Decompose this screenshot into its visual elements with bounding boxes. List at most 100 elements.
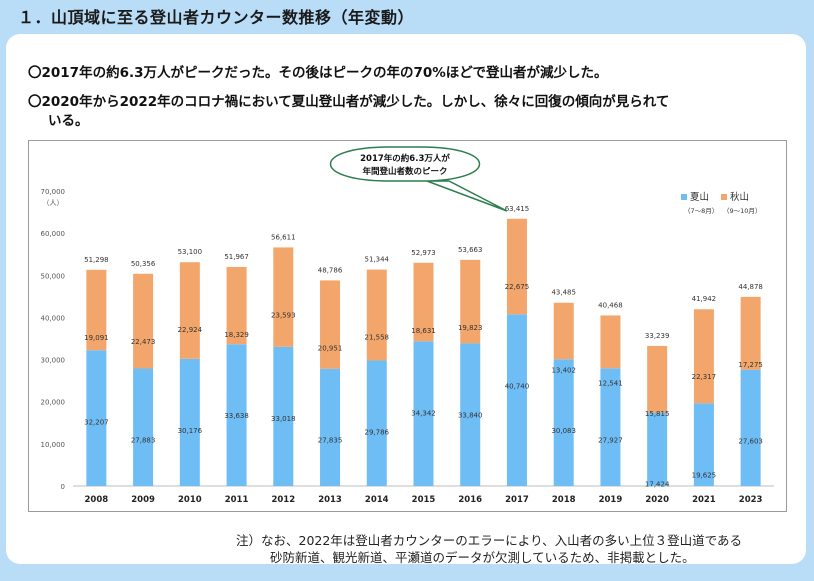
bar-summer xyxy=(86,350,107,486)
summer-value-label: 33,018 xyxy=(271,415,296,423)
x-tick-label: 2012 xyxy=(271,495,295,505)
page-title: １．山頂域に至る登山者カウンター数推移（年変動） xyxy=(18,8,415,27)
x-tick-label: 2020 xyxy=(645,495,669,505)
summer-value-label: 30,176 xyxy=(178,427,203,435)
summer-value-label: 27,603 xyxy=(738,438,763,446)
autumn-value-label: 21,558 xyxy=(365,334,390,342)
bar-autumn xyxy=(133,273,154,369)
total-value-label: 56,611 xyxy=(271,233,296,241)
total-value-label: 41,942 xyxy=(692,295,717,303)
x-tick-label: 2014 xyxy=(365,495,389,505)
x-tick-label: 2009 xyxy=(131,495,155,505)
summer-value-label: 27,927 xyxy=(598,436,623,444)
bar-summer xyxy=(506,314,527,486)
bar-summer xyxy=(320,368,341,486)
x-tick-label: 2019 xyxy=(599,495,623,505)
summer-value-label: 33,840 xyxy=(458,411,483,419)
legend-sub-autumn: （9～10月） xyxy=(723,207,761,215)
bar-summer xyxy=(553,359,574,486)
bar-summer xyxy=(133,368,154,486)
summer-value-label: 33,638 xyxy=(224,412,249,420)
y-axis-unit: （人） xyxy=(43,199,64,207)
x-tick-label: 2021 xyxy=(692,495,716,505)
bar-summer xyxy=(600,368,621,486)
total-value-label: 51,344 xyxy=(365,256,390,264)
autumn-value-label: 23,593 xyxy=(271,311,296,319)
bar-autumn xyxy=(553,302,574,360)
summer-value-label: 32,207 xyxy=(84,418,109,426)
x-tick-label: 2013 xyxy=(318,495,342,505)
bar-summer xyxy=(647,412,668,486)
bar-autumn xyxy=(413,262,434,342)
autumn-value-label: 17,275 xyxy=(738,361,763,369)
bar-autumn xyxy=(693,309,714,404)
x-tick-label: 2023 xyxy=(739,495,763,505)
y-tick-label: 40,000 xyxy=(41,314,66,322)
autumn-value-label: 22,675 xyxy=(505,283,530,291)
autumn-value-label: 22,924 xyxy=(178,326,203,334)
legend-swatch-summer xyxy=(681,194,687,200)
y-tick-label: 60,000 xyxy=(41,230,66,238)
summer-value-label: 27,883 xyxy=(131,436,156,444)
total-value-label: 63,415 xyxy=(505,205,530,213)
bar-autumn xyxy=(647,345,668,413)
bullet-2: 〇2020年から2022年のコロナ禍において夏山登山者が減少した。しかし、徐々に… xyxy=(28,94,670,110)
bar-autumn xyxy=(506,218,527,315)
autumn-value-label: 18,329 xyxy=(224,331,249,339)
autumn-value-label: 22,473 xyxy=(131,338,156,346)
y-tick-label: 70,000 xyxy=(41,188,66,196)
bullet-1: 〇2017年の約6.3万人がピークだった。その後はピークの年の70%ほどで登山者… xyxy=(28,65,608,81)
total-value-label: 40,468 xyxy=(598,301,623,309)
footnote-line-2: 砂防新道、観光新道、平瀬道のデータが欠測しているため、非掲載とした。 xyxy=(270,550,695,565)
summer-value-label: 29,786 xyxy=(365,428,390,436)
callout-line-1: 2017年の約6.3万人が xyxy=(360,153,450,164)
callout-bubble xyxy=(329,146,508,212)
x-tick-label: 2018 xyxy=(552,495,576,505)
bar-autumn xyxy=(460,259,481,344)
bar-summer xyxy=(366,360,387,486)
bar-summer xyxy=(226,344,247,486)
summer-value-label: 17,424 xyxy=(645,481,670,489)
bar-chart: 0 10,000 20,000 30,000 40,000 50,000 60,000 70,… xyxy=(41,146,774,505)
bar-autumn xyxy=(600,315,621,369)
y-tick-label: 50,000 xyxy=(41,272,66,280)
y-tick-label: 20,000 xyxy=(41,399,66,407)
x-tick-label: 2015 xyxy=(412,495,436,505)
bar-autumn xyxy=(366,269,387,361)
bar-autumn xyxy=(320,280,341,369)
summer-value-label: 34,342 xyxy=(411,409,436,417)
autumn-value-label: 19,091 xyxy=(84,334,109,342)
bar-autumn xyxy=(226,266,247,345)
y-tick-label: 30,000 xyxy=(41,357,66,365)
bar-summer xyxy=(693,403,714,486)
y-tick-label: 10,000 xyxy=(41,441,66,449)
bar-summer xyxy=(413,341,434,486)
autumn-value-label: 15,815 xyxy=(645,410,670,418)
x-tick-label: 2011 xyxy=(225,495,249,505)
total-value-label: 51,967 xyxy=(224,253,249,261)
bar-autumn xyxy=(740,296,761,370)
x-tick-label: 2016 xyxy=(458,495,482,505)
y-tick-label: 0 xyxy=(61,483,65,491)
footnote-line-1: 注）なお、2022年は登山者カウンターのエラーにより、入山者の多い上位３登山道で… xyxy=(236,533,742,548)
callout-line-2: 年間登山者数のピーク xyxy=(362,166,447,177)
autumn-value-label: 18,631 xyxy=(411,327,436,335)
chart-frame: 0 10,000 20,000 30,000 40,000 50,000 60,000 70,… xyxy=(28,140,787,512)
total-value-label: 53,100 xyxy=(178,248,203,256)
x-tick-label: 2017 xyxy=(505,495,529,505)
summer-value-label: 30,083 xyxy=(551,427,576,435)
bar-summer xyxy=(179,358,200,486)
total-value-label: 44,878 xyxy=(738,283,763,291)
total-value-label: 53,663 xyxy=(458,246,483,254)
autumn-value-label: 12,541 xyxy=(598,379,623,387)
autumn-value-label: 20,951 xyxy=(318,344,343,352)
bullet-2-cont: いる。 xyxy=(48,113,89,129)
total-value-label: 51,298 xyxy=(84,256,109,264)
legend-sub-summer: （7～8月） xyxy=(684,207,718,215)
bar-summer xyxy=(460,343,481,486)
bar-autumn xyxy=(273,247,294,347)
x-tick-label: 2010 xyxy=(178,495,202,505)
summer-value-label: 19,625 xyxy=(692,471,717,479)
total-value-label: 48,786 xyxy=(318,266,343,274)
legend-label-summer: 夏山 xyxy=(690,192,709,203)
